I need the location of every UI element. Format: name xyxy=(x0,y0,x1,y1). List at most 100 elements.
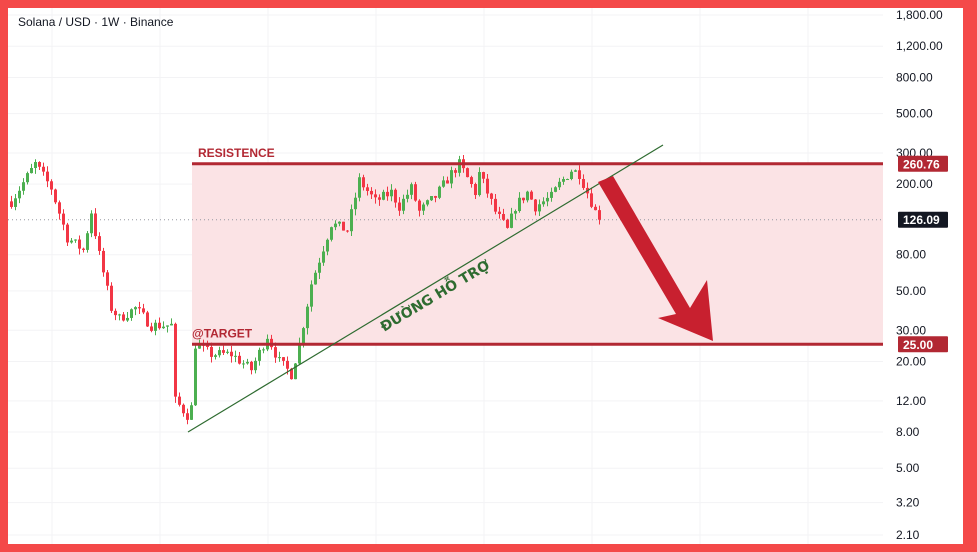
candle-body xyxy=(582,178,585,188)
candle-body xyxy=(562,179,565,182)
candle xyxy=(510,207,513,229)
candle-body xyxy=(78,239,81,249)
candle xyxy=(50,179,53,195)
candle-body xyxy=(546,197,549,202)
candle xyxy=(430,196,433,202)
candle-body xyxy=(354,197,357,210)
y-axis-tick: 3.20 xyxy=(896,496,920,510)
support-trendline xyxy=(187,144,664,433)
candle-body xyxy=(34,162,37,169)
candle xyxy=(210,342,213,363)
candle xyxy=(570,169,573,181)
candle xyxy=(330,226,333,242)
candle xyxy=(590,187,593,209)
candle-body xyxy=(150,326,153,331)
candle-body xyxy=(478,172,481,196)
candle xyxy=(414,181,417,202)
candle-body xyxy=(290,368,293,380)
candle-body xyxy=(498,211,501,214)
candle xyxy=(214,353,217,360)
y-axis-tick: 2.10 xyxy=(896,528,920,542)
candle xyxy=(546,192,549,207)
candle-body xyxy=(322,251,325,263)
candle-body xyxy=(50,181,53,190)
candle-body xyxy=(258,349,261,361)
last-price-tag: 126.09 xyxy=(898,211,948,228)
candle-body xyxy=(518,197,521,212)
candle xyxy=(406,189,409,203)
candle-body xyxy=(250,361,253,371)
candle-body xyxy=(122,314,125,321)
candle-body xyxy=(126,317,129,321)
candle xyxy=(130,308,133,321)
candle-body xyxy=(458,159,461,173)
candle-body xyxy=(470,177,473,185)
price-chart[interactable]: RESISTENCE@TARGET ĐƯỜNG HỖ TRỢ1,800.001,2… xyxy=(8,8,963,544)
candle-body xyxy=(86,233,89,250)
candle xyxy=(238,351,241,365)
candle xyxy=(138,301,141,315)
candle xyxy=(526,190,529,203)
candle-body xyxy=(102,250,105,273)
candle-body xyxy=(242,363,245,365)
candle xyxy=(150,322,153,333)
candle-body xyxy=(422,204,425,211)
candle xyxy=(558,177,561,190)
candle xyxy=(82,247,85,253)
candle xyxy=(174,322,177,403)
candle xyxy=(310,280,313,312)
candle-body xyxy=(386,191,389,197)
candle xyxy=(222,345,225,355)
candle-body xyxy=(218,350,221,356)
candle xyxy=(498,206,501,219)
candle-body xyxy=(166,325,169,327)
y-axis-tick: 8.00 xyxy=(896,425,920,439)
candle xyxy=(454,168,457,178)
candle-body xyxy=(346,230,349,232)
candle xyxy=(186,408,189,425)
candle xyxy=(278,351,281,362)
candle-body xyxy=(418,200,421,211)
candle xyxy=(314,270,317,285)
candle-body xyxy=(558,181,561,188)
candle xyxy=(154,319,157,336)
target-zone xyxy=(192,163,883,345)
candle xyxy=(346,230,349,233)
candle xyxy=(318,257,321,280)
candle xyxy=(274,342,277,363)
candle xyxy=(118,313,121,321)
candle xyxy=(522,197,525,204)
candle-body xyxy=(162,326,165,329)
candle xyxy=(162,321,165,329)
candle xyxy=(254,357,257,374)
last-price-tag-text: 126.09 xyxy=(903,213,940,227)
y-axis-tick: 50.00 xyxy=(896,284,926,298)
candle xyxy=(594,204,597,211)
y-axis-tick: 30.00 xyxy=(896,323,926,337)
candle xyxy=(226,349,229,355)
candle xyxy=(262,347,265,354)
candle xyxy=(234,350,237,363)
candle-body xyxy=(366,187,369,191)
candle-body xyxy=(334,223,337,228)
candle xyxy=(362,174,365,191)
candle-body xyxy=(578,170,581,179)
candle-body xyxy=(214,355,217,357)
candle-body xyxy=(530,191,533,200)
candle xyxy=(466,167,469,178)
candle-body xyxy=(190,405,193,420)
candle xyxy=(78,235,81,255)
candle-body xyxy=(26,173,29,183)
y-axis-tick: 20.00 xyxy=(896,354,926,368)
candle-body xyxy=(198,344,201,349)
y-axis-tick: 800.00 xyxy=(896,70,933,84)
candle-body xyxy=(94,213,97,237)
candle xyxy=(514,209,517,220)
candle-body xyxy=(426,200,429,205)
candle-body xyxy=(230,351,233,357)
resistance-price-tag-text: 260.76 xyxy=(903,157,940,171)
candle xyxy=(574,169,577,173)
candle xyxy=(418,199,421,217)
candle-body xyxy=(294,363,297,380)
candle-body xyxy=(402,198,405,211)
